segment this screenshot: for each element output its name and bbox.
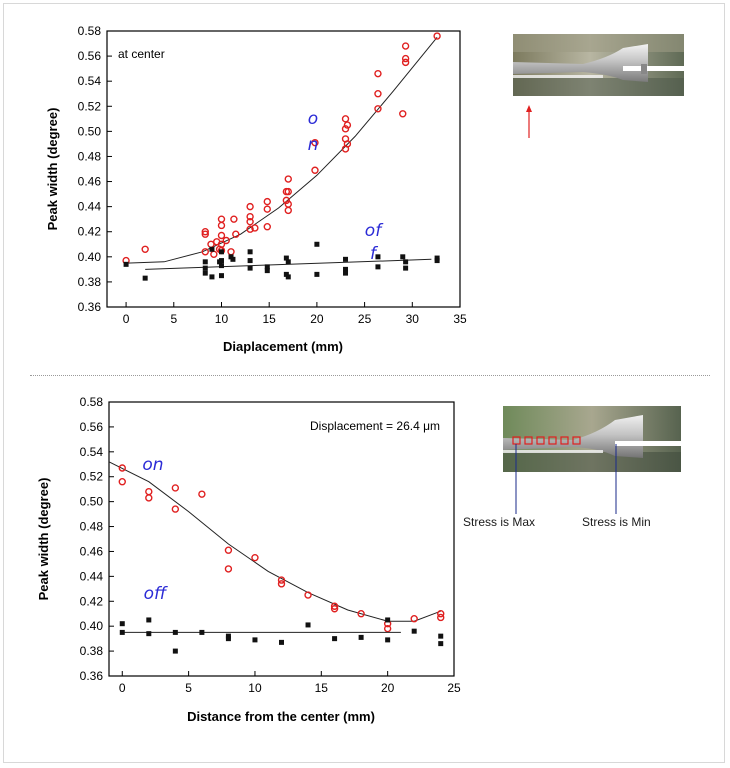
section-divider: [30, 375, 710, 376]
specimen-photo-top: [513, 34, 684, 96]
specimen-photo-top-image: [513, 34, 684, 96]
specimen-photo-bottom-image: [503, 406, 681, 472]
specimen-photo-bottom: [503, 406, 681, 472]
stress-min-label: Stress is Min: [582, 515, 651, 529]
stress-max-label: Stress is Max: [463, 515, 536, 529]
figure-frame: [3, 3, 725, 763]
